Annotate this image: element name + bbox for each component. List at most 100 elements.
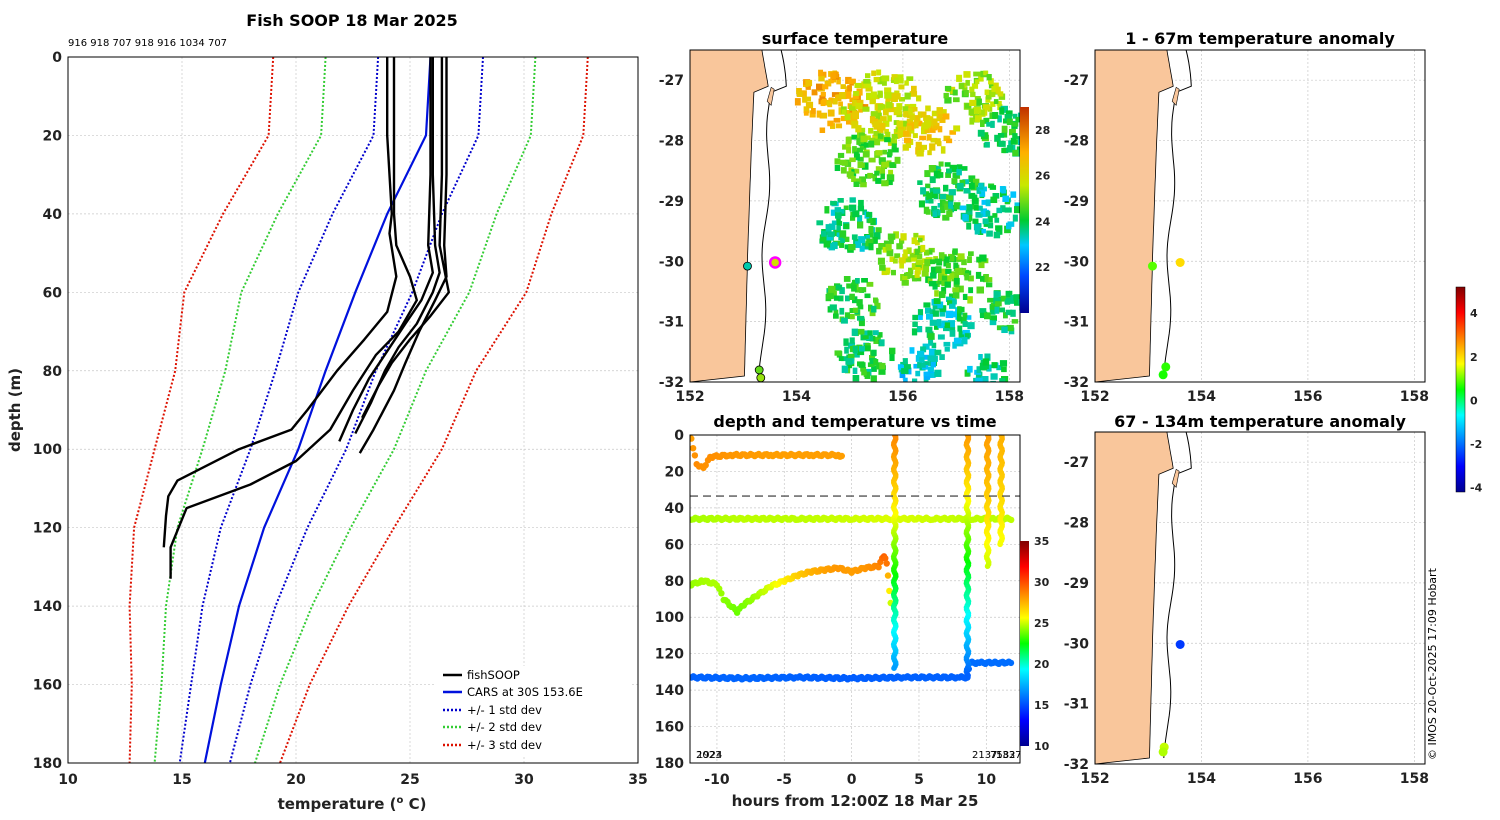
sst-cell bbox=[1001, 125, 1008, 133]
sst-cell bbox=[976, 366, 982, 374]
ts-label-left-b: 1924 bbox=[697, 750, 722, 761]
sst-cell bbox=[827, 231, 835, 238]
legend-label-std3: +/- 3 std dev bbox=[467, 738, 542, 752]
sst-cell bbox=[896, 78, 904, 84]
sst-cell bbox=[891, 74, 898, 81]
profile-fish-1 bbox=[169, 57, 418, 579]
a2-point-2 bbox=[1158, 747, 1168, 757]
sst-cell bbox=[880, 116, 887, 122]
sst-cell bbox=[983, 221, 989, 227]
sst-cell bbox=[915, 141, 922, 149]
sst-cell bbox=[893, 77, 899, 85]
ts-ytick-100: 100 bbox=[655, 610, 684, 626]
profile-xtick-20: 20 bbox=[286, 772, 306, 788]
sst-cell bbox=[974, 115, 982, 123]
sst-cell bbox=[1008, 140, 1013, 147]
ts-ytick-60: 60 bbox=[665, 537, 685, 553]
ts-dot bbox=[838, 452, 845, 460]
sst-cell bbox=[903, 377, 908, 382]
sst-cell bbox=[930, 191, 938, 199]
sst-cell bbox=[834, 158, 841, 165]
sst-cell bbox=[967, 256, 972, 264]
sst-cell bbox=[904, 80, 909, 86]
sst-cell bbox=[923, 265, 930, 273]
sst-cell bbox=[974, 79, 980, 85]
sst-xtick-156: 156 bbox=[888, 389, 917, 405]
profile-fish-2 bbox=[338, 57, 434, 442]
sst-cell bbox=[830, 209, 837, 216]
sst-cbtick-26: 26 bbox=[1035, 170, 1051, 183]
sst-cell bbox=[848, 244, 856, 251]
sst-cell bbox=[853, 181, 860, 187]
ts-dot bbox=[875, 564, 882, 571]
sst-cell bbox=[931, 205, 938, 212]
sst-cell bbox=[991, 362, 998, 369]
sst-cell bbox=[1006, 118, 1013, 126]
sst-cell bbox=[942, 214, 950, 221]
sst-cell bbox=[990, 309, 996, 315]
sst-cell bbox=[993, 99, 999, 104]
sst-cell bbox=[983, 275, 989, 283]
sst-cell bbox=[870, 91, 877, 99]
sst-cell bbox=[849, 157, 856, 163]
anomaly-upper-axes-box bbox=[1094, 49, 1426, 383]
sst-cell bbox=[931, 342, 937, 349]
sst-cell bbox=[948, 189, 956, 196]
sst-cell bbox=[933, 298, 941, 305]
sst-cell bbox=[888, 169, 894, 176]
sst-cell bbox=[968, 108, 974, 116]
sst-ytick--29: -29 bbox=[659, 194, 684, 210]
sst-cell bbox=[889, 347, 896, 355]
sst-cell bbox=[934, 369, 942, 377]
sst-cell bbox=[868, 128, 874, 134]
anomaly-colorbar-ticks: 4 2 0 -2 -4 bbox=[1470, 307, 1483, 494]
sst-cell bbox=[885, 243, 892, 251]
ts-cbtick-20: 20 bbox=[1034, 658, 1050, 671]
sst-cell bbox=[826, 292, 834, 300]
sst-cell bbox=[855, 287, 862, 293]
sst-cell bbox=[878, 157, 886, 164]
sst-cell bbox=[916, 95, 922, 102]
sst-cell bbox=[930, 266, 937, 275]
sst-cell bbox=[849, 308, 856, 314]
sst-cell bbox=[939, 206, 946, 214]
sst-cell bbox=[921, 144, 927, 150]
profile-std1-minus bbox=[178, 57, 380, 763]
sst-cell bbox=[896, 74, 904, 81]
sst-cell bbox=[894, 156, 901, 164]
sst-cell bbox=[870, 111, 878, 117]
sst-cell bbox=[998, 140, 1006, 147]
sst-cell bbox=[833, 117, 841, 123]
sst-cell bbox=[937, 172, 944, 178]
sst-cell bbox=[989, 383, 994, 390]
a2-xtick-152: 152 bbox=[1080, 771, 1109, 787]
sst-cell bbox=[990, 380, 996, 382]
anomaly-cbtick-0: 0 bbox=[1470, 394, 1478, 407]
sst-cell bbox=[845, 295, 850, 302]
a2-xtick-154: 154 bbox=[1187, 771, 1216, 787]
sst-cell bbox=[829, 304, 837, 311]
timeseries-colorbar bbox=[1020, 541, 1029, 746]
a1-point-3 bbox=[1158, 370, 1168, 380]
a1-ytick--30: -30 bbox=[1064, 254, 1090, 270]
sst-cell bbox=[893, 129, 901, 136]
sst-cell bbox=[955, 268, 963, 275]
sst-cell bbox=[860, 135, 868, 143]
sst-cell bbox=[1012, 214, 1018, 222]
ts-cbtick-35: 35 bbox=[1034, 535, 1049, 548]
profile-xtick-15: 15 bbox=[172, 772, 191, 788]
sst-cell bbox=[826, 234, 834, 241]
sst-cell bbox=[876, 107, 882, 114]
sst-xtick-158: 158 bbox=[995, 389, 1024, 405]
sst-cell bbox=[867, 172, 873, 179]
sst-cell bbox=[922, 343, 930, 350]
a1-point-0 bbox=[1147, 261, 1157, 271]
a1-ytick--28: -28 bbox=[1064, 134, 1089, 150]
sst-cell bbox=[868, 225, 874, 233]
sst-cell bbox=[835, 212, 842, 219]
sst-cell bbox=[888, 138, 896, 144]
sst-cell bbox=[952, 292, 960, 299]
sst-cell bbox=[1001, 366, 1007, 373]
sst-cell bbox=[824, 80, 832, 87]
sst-cell bbox=[873, 298, 879, 304]
